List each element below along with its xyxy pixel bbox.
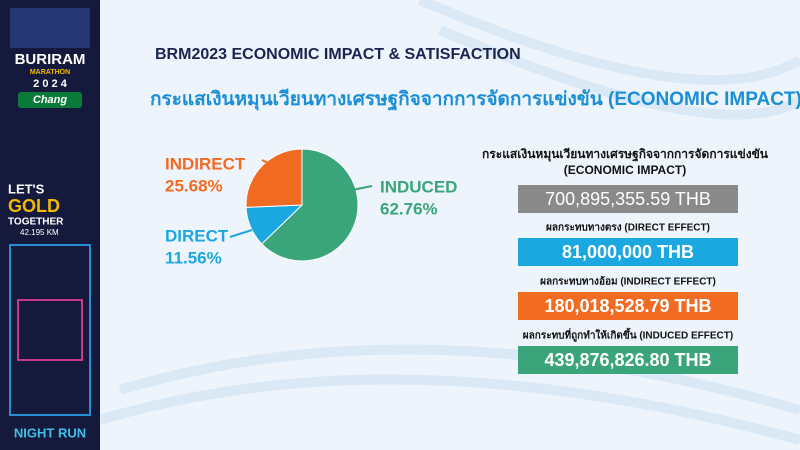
sidebar — [0, 0, 100, 450]
sidebar-art — [17, 299, 83, 361]
effect-label: ผลกระทบทางอ้อม (INDIRECT EFFECT) — [540, 276, 716, 288]
slogan: TOGETHER — [8, 217, 64, 228]
slice-label: INDIRECT — [165, 154, 246, 173]
sidebar-art — [9, 244, 91, 416]
effect-amount: 180,018,528.79 THB — [544, 296, 711, 316]
footer: NIGHT RUN — [14, 425, 86, 440]
pie-chart: INDUCED 62.76% DIRECT 11.56% INDIRECT 25.68% — [165, 148, 457, 267]
year: 2 0 2 4 — [33, 78, 68, 90]
pie-slice — [261, 148, 359, 262]
total-amount: 700,895,355.59 THB — [545, 189, 711, 209]
effect-label: ผลกระทบทางตรง (DIRECT EFFECT) — [546, 223, 710, 234]
effect-list: ผลกระทบทางตรง (DIRECT EFFECT) 81,000,000 … — [518, 223, 738, 374]
slogan: GOLD — [8, 196, 60, 216]
slice-value: 62.76% — [380, 199, 438, 218]
event: MARATHON — [30, 69, 70, 76]
effect-amount: 81,000,000 THB — [562, 242, 694, 262]
effect-box — [518, 292, 738, 320]
logo-skyline — [10, 8, 90, 48]
slice-label: DIRECT — [165, 226, 229, 245]
slice-value: 25.68% — [165, 176, 223, 195]
brand: BURIRAM — [15, 51, 86, 68]
summary-heading: กระแสเงินหมุนเวียนทางเศรษฐกิจจากการจัดกา… — [482, 147, 769, 162]
distance: 42.195 KM — [20, 228, 59, 237]
slice-label: INDUCED — [380, 177, 457, 196]
sponsor: Chang — [33, 94, 68, 106]
pie-slice — [245, 148, 303, 208]
effect-label: ผลกระทบที่ถูกทำให้เกิดขึ้น (INDUCED EFFE… — [523, 328, 733, 343]
sponsor-badge — [18, 92, 82, 108]
background-stripes — [98, 0, 800, 445]
effect-box — [518, 346, 738, 374]
total-box — [518, 185, 738, 213]
effect-amount: 439,876,826.80 THB — [544, 350, 711, 370]
subtitle: กระแสเงินหมุนเวียนทางเศรษฐกิจจากการจัดกา… — [150, 88, 800, 112]
effect-box — [518, 238, 738, 266]
slogan: LET'S — [8, 181, 45, 196]
leader-lines — [229, 159, 373, 238]
summary-heading: (ECONOMIC IMPACT) — [564, 163, 686, 177]
slice-value: 11.56% — [165, 248, 222, 267]
title: BRM2023 ECONOMIC IMPACT & SATISFACTION — [155, 46, 521, 63]
